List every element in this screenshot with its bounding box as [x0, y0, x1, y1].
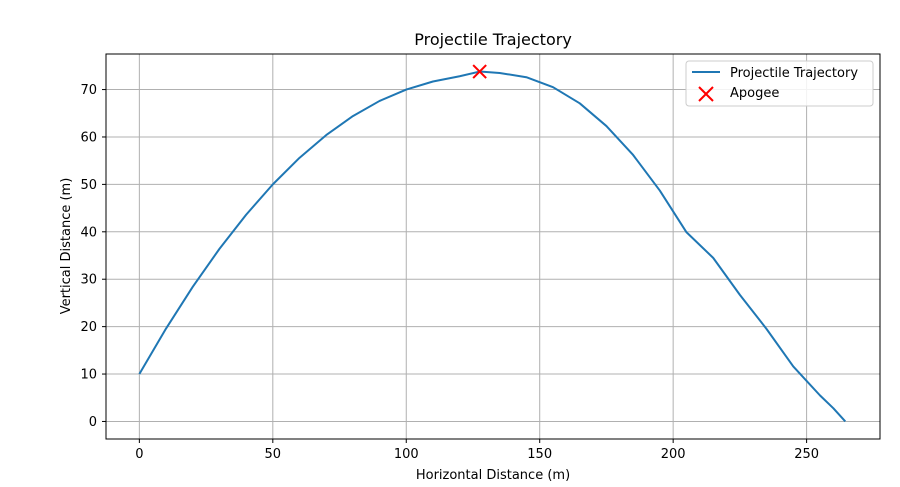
- y-tick-label: 60: [80, 130, 97, 145]
- y-tick-label: 20: [80, 320, 97, 335]
- legend-label-apogee: Apogee: [730, 86, 779, 101]
- y-tick-label: 0: [89, 415, 97, 430]
- x-tick-label: 50: [265, 447, 282, 462]
- trajectory-line: [138, 70, 847, 423]
- x-tick-label: 100: [394, 447, 419, 462]
- x-tick-label: 0: [135, 447, 143, 462]
- chart-title: Projectile Trajectory: [414, 30, 572, 49]
- y-tick-label: 70: [80, 83, 97, 98]
- y-axis-label: Vertical Distance (m): [59, 178, 74, 315]
- legend: Projectile Trajectory Apogee: [685, 60, 874, 107]
- plot-area: [138, 64, 847, 423]
- legend-box: [685, 60, 874, 107]
- x-tick-label: 250: [794, 447, 819, 462]
- y-tick-label: 40: [80, 225, 97, 240]
- y-tick-label: 10: [80, 368, 97, 383]
- x-tick-label: 200: [661, 447, 686, 462]
- apogee-marker: [472, 64, 487, 79]
- x-tick-label: 150: [527, 447, 552, 462]
- plot-frame: [105, 53, 881, 440]
- x-axis-label: Horizontal Distance (m): [416, 468, 570, 483]
- legend-label-trajectory: Projectile Trajectory: [730, 66, 858, 81]
- y-tick-label: 30: [80, 273, 97, 288]
- y-tick-label: 50: [80, 178, 97, 193]
- legend-x-marker-icon: [698, 86, 714, 102]
- axis-ticks: 0 50 100 150 200 250 0 10 20 30 40 50 60 70: [80, 83, 819, 462]
